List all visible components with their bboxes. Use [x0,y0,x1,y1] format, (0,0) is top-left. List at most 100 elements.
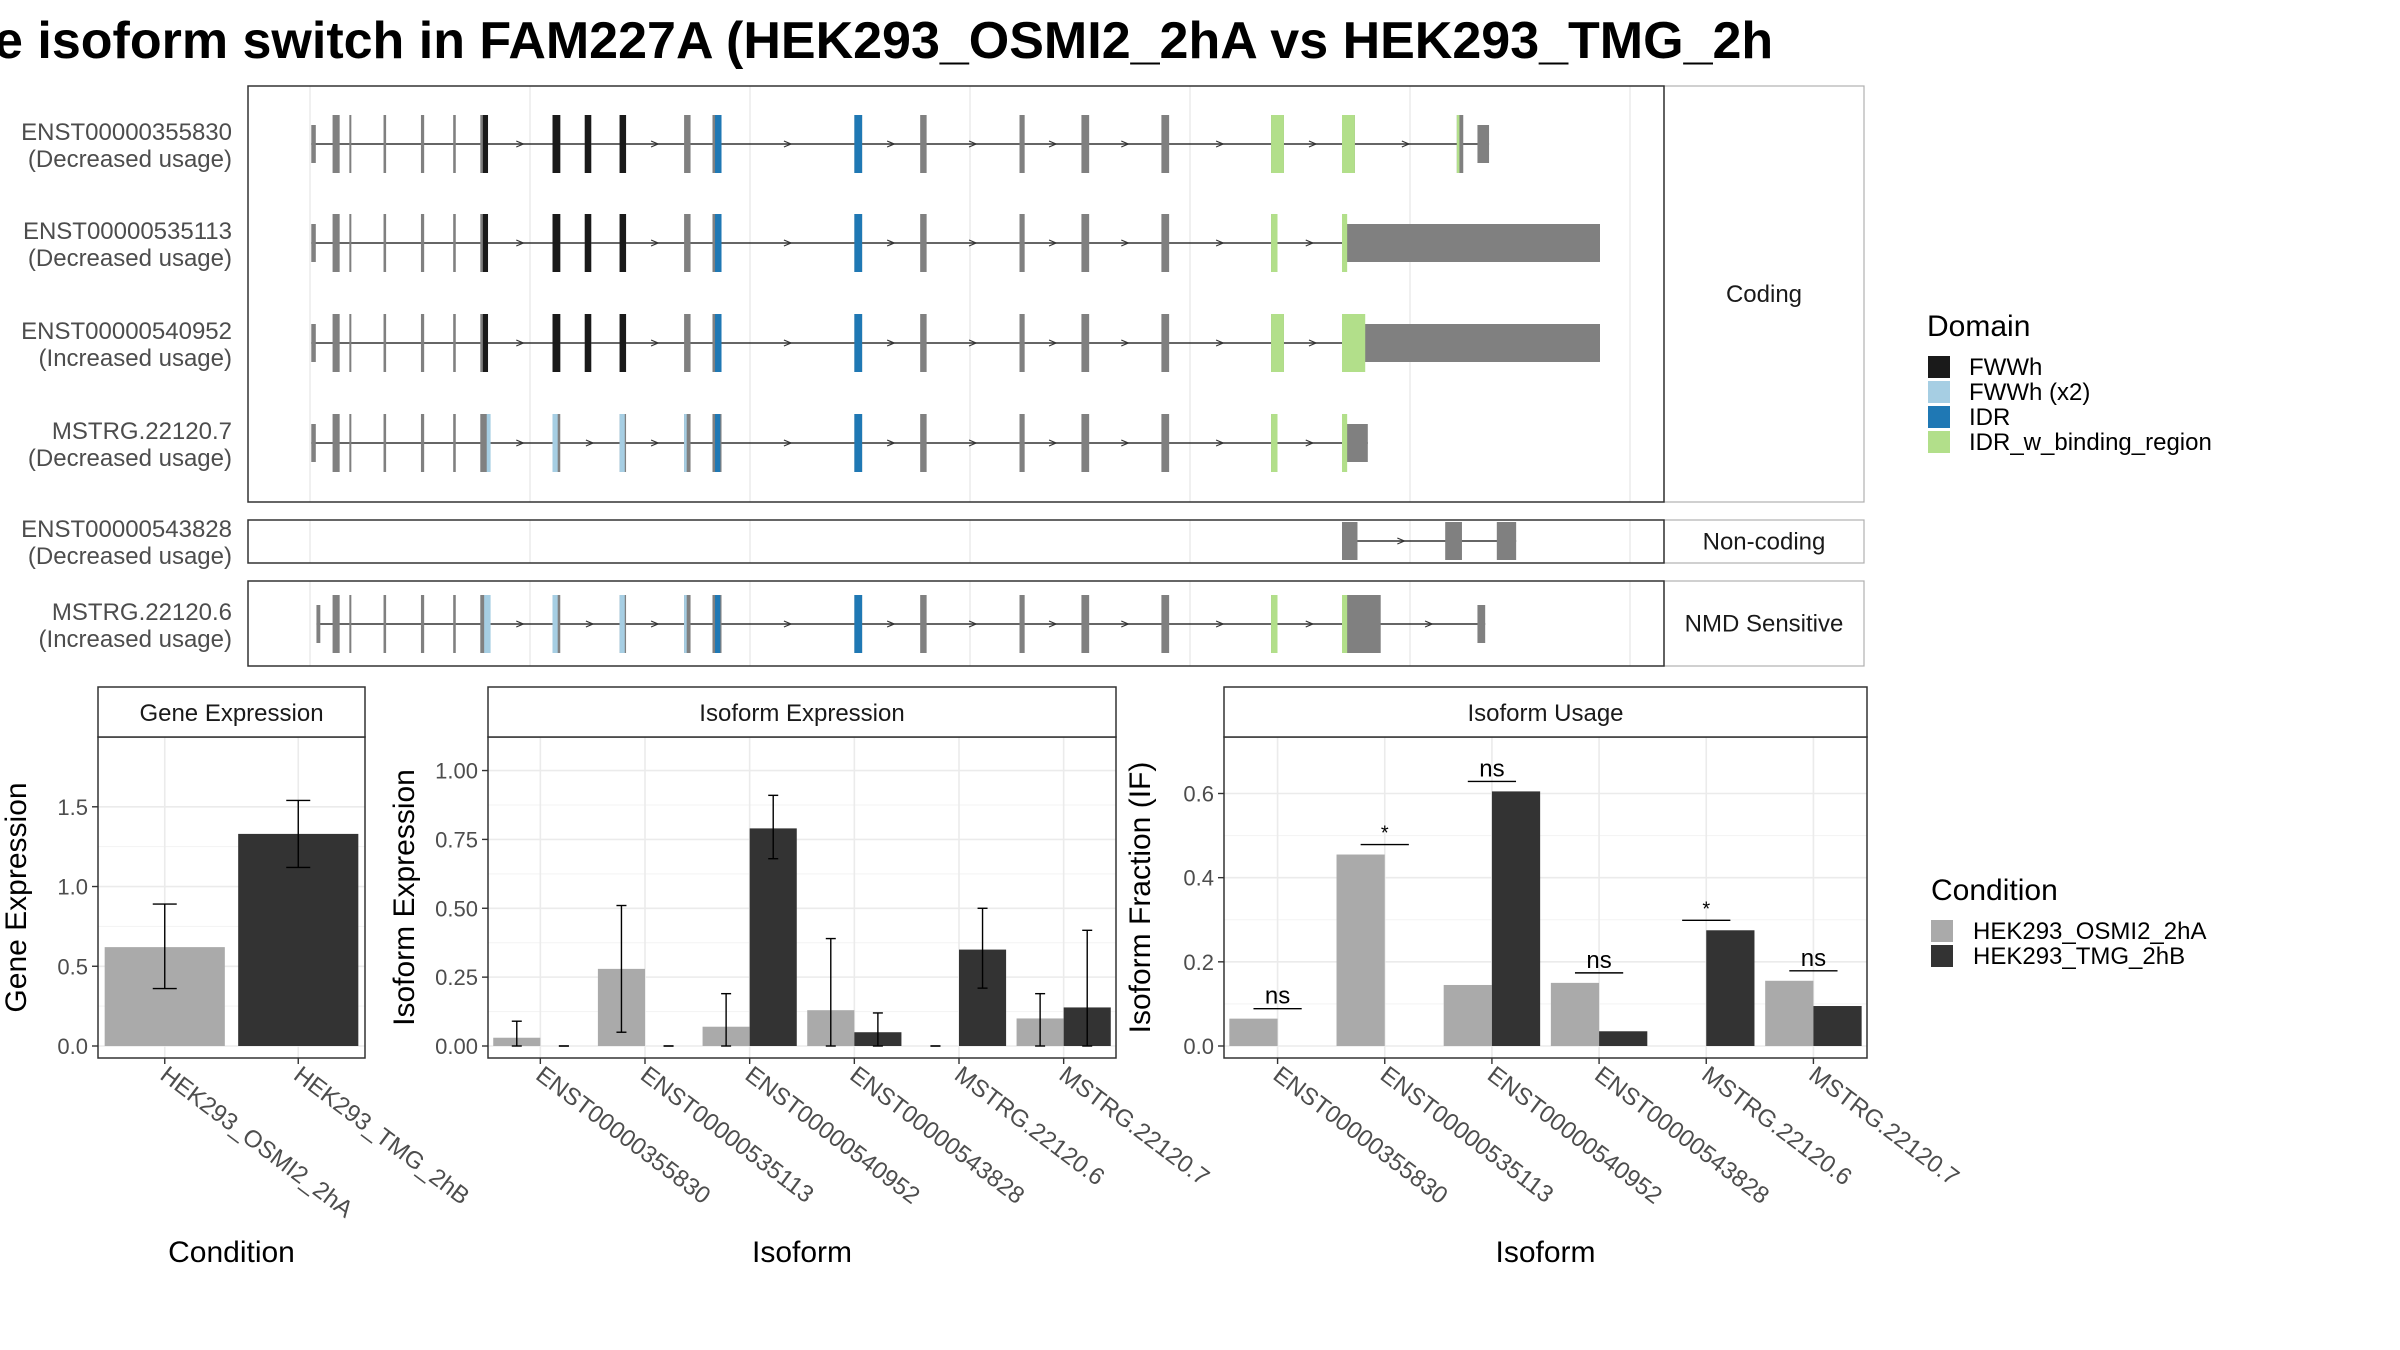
domain-block [619,595,625,653]
x-axis-title: Isoform [752,1236,852,1269]
bar-panel-strip-label: Gene Expression [139,700,323,727]
domain-legend-label: IDR [1969,404,2010,431]
exon-block [920,414,927,472]
intron-arrow [886,439,896,447]
significance-label: ns [1479,755,1504,782]
structure-strip-label: Coding [1726,281,1802,308]
intron-arrow [1305,239,1315,247]
intron-arrow [1048,620,1058,628]
domain-block [684,595,687,653]
exon-block [1019,595,1025,653]
condition-legend-label: HEK293_OSMI2_2hA [1973,918,2206,945]
exon-block [920,314,927,372]
y-tick-label: 0.50 [435,896,478,921]
y-tick-label: 0.4 [1183,866,1214,891]
exon-block [1477,125,1490,163]
bar-panel-background [1224,737,1867,1058]
intron-arrow [1048,439,1058,447]
isoform-usage-label: (Increased usage) [39,626,232,653]
domain-block [1342,115,1355,173]
isoform-id-label: ENST00000540952 [21,318,232,345]
exon-block [1456,115,1464,173]
y-tick-label: 0.5 [57,954,88,979]
y-tick-label: 0.0 [57,1034,88,1059]
domain-block [552,115,561,173]
bar [1229,1018,1278,1046]
domain-block [619,414,625,472]
exon-block [453,314,456,372]
exon-block [1019,314,1025,372]
intron-arrow [650,620,660,628]
exon-block [420,115,425,173]
intron-arrow [516,439,525,447]
intron-arrow [968,339,978,347]
exon-block [332,595,340,653]
intron-arrow [886,140,896,148]
exon-block [311,424,316,462]
significance-label: ns [1586,947,1611,974]
significance-label: ns [1265,983,1290,1010]
intron-arrow [585,620,595,628]
bar [1336,854,1385,1046]
intron-arrow [968,439,978,447]
y-tick-label: 1.00 [435,759,478,784]
intron-arrow [1215,339,1225,347]
exon-block [684,595,691,653]
exon-block [1161,314,1170,372]
domain-legend-title: Domain [1927,310,2030,343]
intron-arrow [516,239,525,247]
domain-block [715,115,722,173]
domain-block [854,414,863,472]
exon-block [1161,214,1170,272]
intron-arrow [1121,140,1130,148]
exon-block [1445,522,1462,560]
structure-panel-border [247,580,1665,667]
exon-block [332,414,340,472]
exon-block [1081,595,1090,653]
exon-block [420,214,425,272]
y-tick-label: 1.0 [57,875,88,900]
y-tick-label: 1.5 [57,795,88,820]
exon-block [311,324,316,362]
exon-block [1342,324,1600,362]
exon-block [383,214,387,272]
bar [1813,1006,1862,1046]
domain-legend-swatch [1928,431,1950,453]
intron-arrow [650,339,660,347]
domain-block [1271,595,1278,653]
exon-block [1019,115,1025,173]
exon-block [453,214,456,272]
isoform-row-MSTRG.22120.6: MSTRG.22120.6(Increased usage) [39,595,1486,653]
exon-block [420,595,425,653]
domain-block [584,314,592,372]
x-tick-label: ENST00000355830 [1268,1061,1453,1209]
domain-block [619,214,627,272]
bar [1706,930,1755,1046]
exon-block [349,414,352,472]
exon-block [684,214,691,272]
intron-arrow [783,439,793,447]
domain-block [482,115,489,173]
domain-block [619,115,627,173]
intron-arrow [1308,140,1318,148]
intron-arrow [1215,140,1225,148]
bar-panel-strip [1223,686,1868,738]
intron-arrow [1305,439,1315,447]
exon-block [311,125,316,163]
exon-block [684,314,691,372]
exon-block [1161,414,1170,472]
domain-legend-swatch [1928,381,1950,403]
domain-legend-swatch [1928,406,1950,428]
intron-arrow [1215,620,1225,628]
domain-legend-label: FWWh [1969,354,2042,381]
intron-arrow [1424,620,1434,628]
domain-block [854,214,863,272]
intron-arrow [1048,140,1058,148]
exon-block [1496,522,1517,560]
intron-arrow [516,140,525,148]
domain-block [486,414,491,472]
structure-panel-background [248,86,1664,502]
y-tick-label: 0.00 [435,1034,478,1059]
domain-block [619,314,627,372]
exon-block [383,314,387,372]
